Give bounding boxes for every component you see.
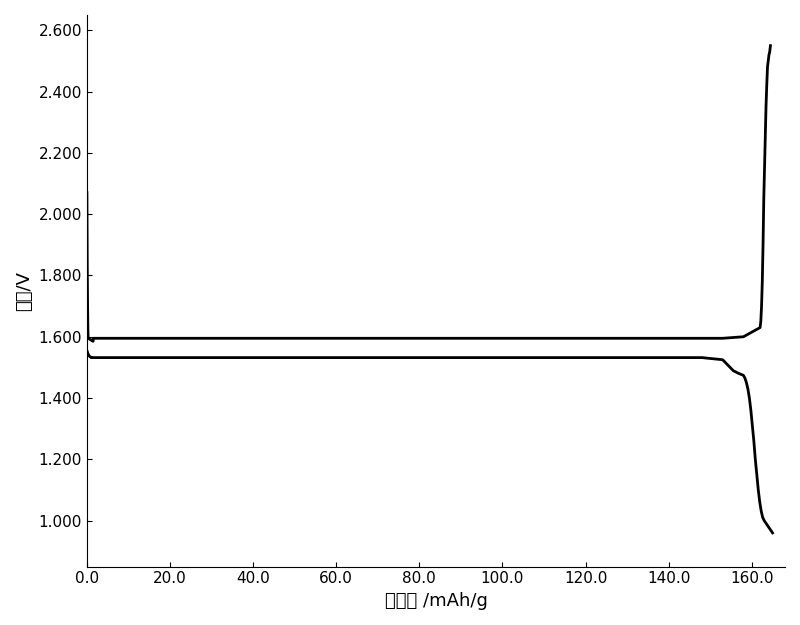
Y-axis label: 电压/V: 电压/V: [15, 271, 33, 311]
X-axis label: 比容量 /mAh/g: 比容量 /mAh/g: [385, 592, 487, 610]
